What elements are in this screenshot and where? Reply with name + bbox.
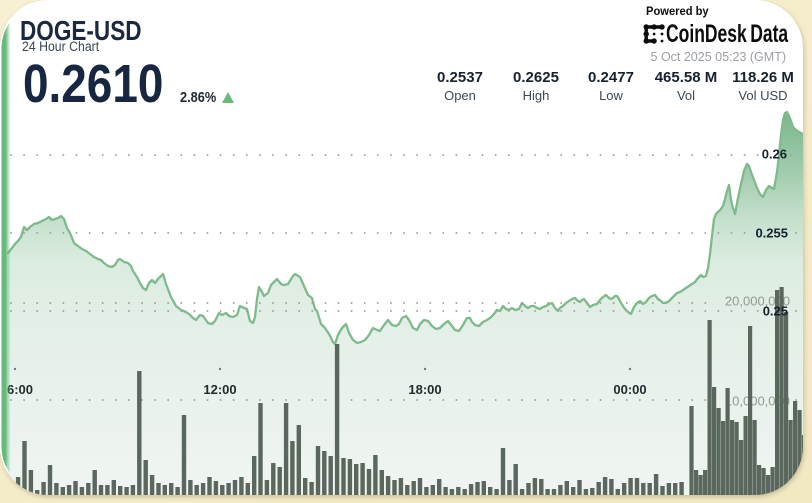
svg-text:6:00: 6:00 [7,382,33,397]
svg-text:18:00: 18:00 [408,382,441,397]
svg-text:0.25: 0.25 [763,304,788,319]
svg-text:0.26: 0.26 [762,147,787,162]
svg-text:20,000,000: 20,000,000 [725,294,790,309]
svg-text:0.255: 0.255 [755,226,788,241]
svg-text:00:00: 00:00 [613,382,646,397]
svg-text:10,000,000: 10,000,000 [725,394,790,409]
svg-text:12:00: 12:00 [203,382,236,397]
